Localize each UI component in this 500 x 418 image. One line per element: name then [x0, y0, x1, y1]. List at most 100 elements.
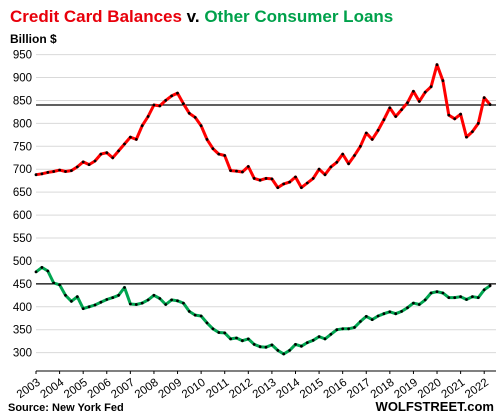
data-point-credit-45 — [300, 186, 303, 190]
data-point-other-48 — [317, 335, 321, 338]
x-tick-label-2022: 2022 — [463, 377, 491, 402]
data-point-credit-3 — [52, 170, 56, 173]
data-point-other-52 — [341, 327, 345, 331]
source-note: Source: New York Fed — [8, 402, 124, 414]
data-point-other-69 — [441, 291, 445, 295]
data-point-credit-67 — [429, 85, 433, 89]
data-point-credit-68 — [435, 63, 439, 67]
data-point-other-46 — [305, 341, 309, 344]
data-point-credit-66 — [423, 90, 427, 94]
data-point-credit-41 — [276, 186, 280, 190]
series-other — [34, 265, 492, 356]
x-tick-label-2018: 2018 — [369, 377, 397, 402]
data-point-credit-48 — [317, 167, 321, 171]
data-point-other-34 — [235, 336, 238, 340]
data-point-credit-55 — [359, 144, 362, 148]
data-point-other-12 — [105, 298, 109, 301]
data-point-credit-37 — [252, 177, 256, 180]
data-point-other-60 — [388, 310, 392, 314]
data-point-other-57 — [370, 318, 374, 321]
data-point-credit-51 — [335, 160, 339, 164]
data-point-other-0 — [34, 270, 38, 274]
data-point-credit-39 — [264, 177, 268, 180]
x-axis: 2003200420052006200720082009201020112012… — [15, 371, 491, 401]
y-tick-label-300: 300 — [13, 348, 32, 360]
data-point-credit-29 — [205, 138, 209, 141]
data-point-credit-10 — [93, 159, 97, 163]
y-tick-label-500: 500 — [13, 256, 32, 268]
data-point-credit-62 — [400, 108, 403, 111]
data-point-credit-2 — [46, 171, 50, 174]
data-point-other-36 — [246, 337, 250, 341]
data-point-other-31 — [217, 331, 221, 334]
data-point-credit-33 — [229, 169, 233, 173]
data-point-credit-72 — [459, 112, 462, 116]
data-point-credit-52 — [341, 152, 345, 156]
data-point-other-55 — [359, 320, 362, 323]
data-point-credit-57 — [370, 138, 374, 141]
data-point-credit-56 — [364, 131, 368, 135]
data-point-other-50 — [329, 332, 333, 336]
gridlines — [36, 54, 496, 354]
x-tick-label-2017: 2017 — [345, 377, 373, 402]
y-tick-label-550: 550 — [13, 233, 32, 245]
data-point-credit-12 — [105, 151, 109, 155]
data-point-other-4 — [58, 283, 61, 287]
data-point-credit-7 — [75, 165, 79, 169]
y-tick-label-800: 800 — [13, 118, 32, 130]
x-tick-label-2013: 2013 — [251, 377, 279, 402]
x-tick-label-2003: 2003 — [15, 377, 43, 402]
data-point-other-32 — [223, 331, 227, 335]
x-tick-label-2009: 2009 — [156, 377, 184, 402]
data-point-credit-9 — [87, 163, 91, 167]
data-point-credit-20 — [152, 103, 156, 107]
data-point-other-38 — [258, 345, 262, 349]
data-point-credit-8 — [81, 160, 85, 164]
data-point-other-65 — [417, 303, 421, 306]
data-point-other-54 — [353, 326, 356, 329]
x-tick-label-2016: 2016 — [322, 377, 350, 402]
data-point-other-44 — [294, 343, 297, 346]
data-point-other-40 — [270, 343, 274, 347]
data-point-other-27 — [193, 313, 197, 317]
y-tick-label-900: 900 — [13, 73, 32, 85]
data-point-other-64 — [412, 301, 415, 305]
data-point-credit-18 — [140, 124, 144, 128]
x-tick-label-2019: 2019 — [392, 377, 420, 402]
data-point-other-63 — [406, 306, 409, 310]
data-point-other-21 — [158, 297, 162, 300]
title-versus: v. — [182, 7, 204, 26]
data-point-credit-21 — [158, 104, 162, 108]
x-tick-label-2014: 2014 — [274, 376, 302, 401]
y-tick-label-350: 350 — [13, 325, 32, 337]
data-point-credit-27 — [193, 116, 197, 119]
y-tick-label-600: 600 — [13, 210, 32, 222]
brand-watermark: WOLFSTREET.com — [376, 399, 494, 414]
data-point-other-68 — [435, 290, 439, 294]
data-point-other-7 — [75, 295, 79, 299]
data-point-credit-13 — [111, 156, 115, 160]
data-point-other-10 — [93, 303, 97, 307]
data-point-credit-77 — [488, 103, 492, 106]
data-point-other-23 — [170, 298, 174, 302]
x-tick-label-2008: 2008 — [133, 377, 161, 402]
x-tick-label-2020: 2020 — [416, 377, 444, 402]
data-point-other-11 — [99, 300, 103, 304]
data-point-other-66 — [423, 298, 427, 302]
data-point-other-1 — [40, 266, 44, 269]
data-point-other-15 — [123, 286, 126, 289]
x-tick-label-2015: 2015 — [298, 377, 326, 402]
data-point-credit-40 — [270, 177, 274, 181]
data-point-credit-1 — [40, 172, 44, 176]
data-point-other-28 — [199, 314, 203, 318]
data-point-other-45 — [300, 344, 303, 348]
data-point-credit-11 — [99, 152, 103, 156]
data-point-other-8 — [81, 307, 85, 310]
data-point-other-49 — [323, 337, 327, 341]
data-point-other-71 — [453, 296, 457, 299]
y-tick-label-750: 750 — [13, 141, 32, 153]
data-point-other-22 — [164, 303, 168, 306]
data-point-other-16 — [129, 302, 132, 306]
data-point-credit-76 — [482, 96, 486, 100]
data-point-other-56 — [364, 315, 368, 318]
